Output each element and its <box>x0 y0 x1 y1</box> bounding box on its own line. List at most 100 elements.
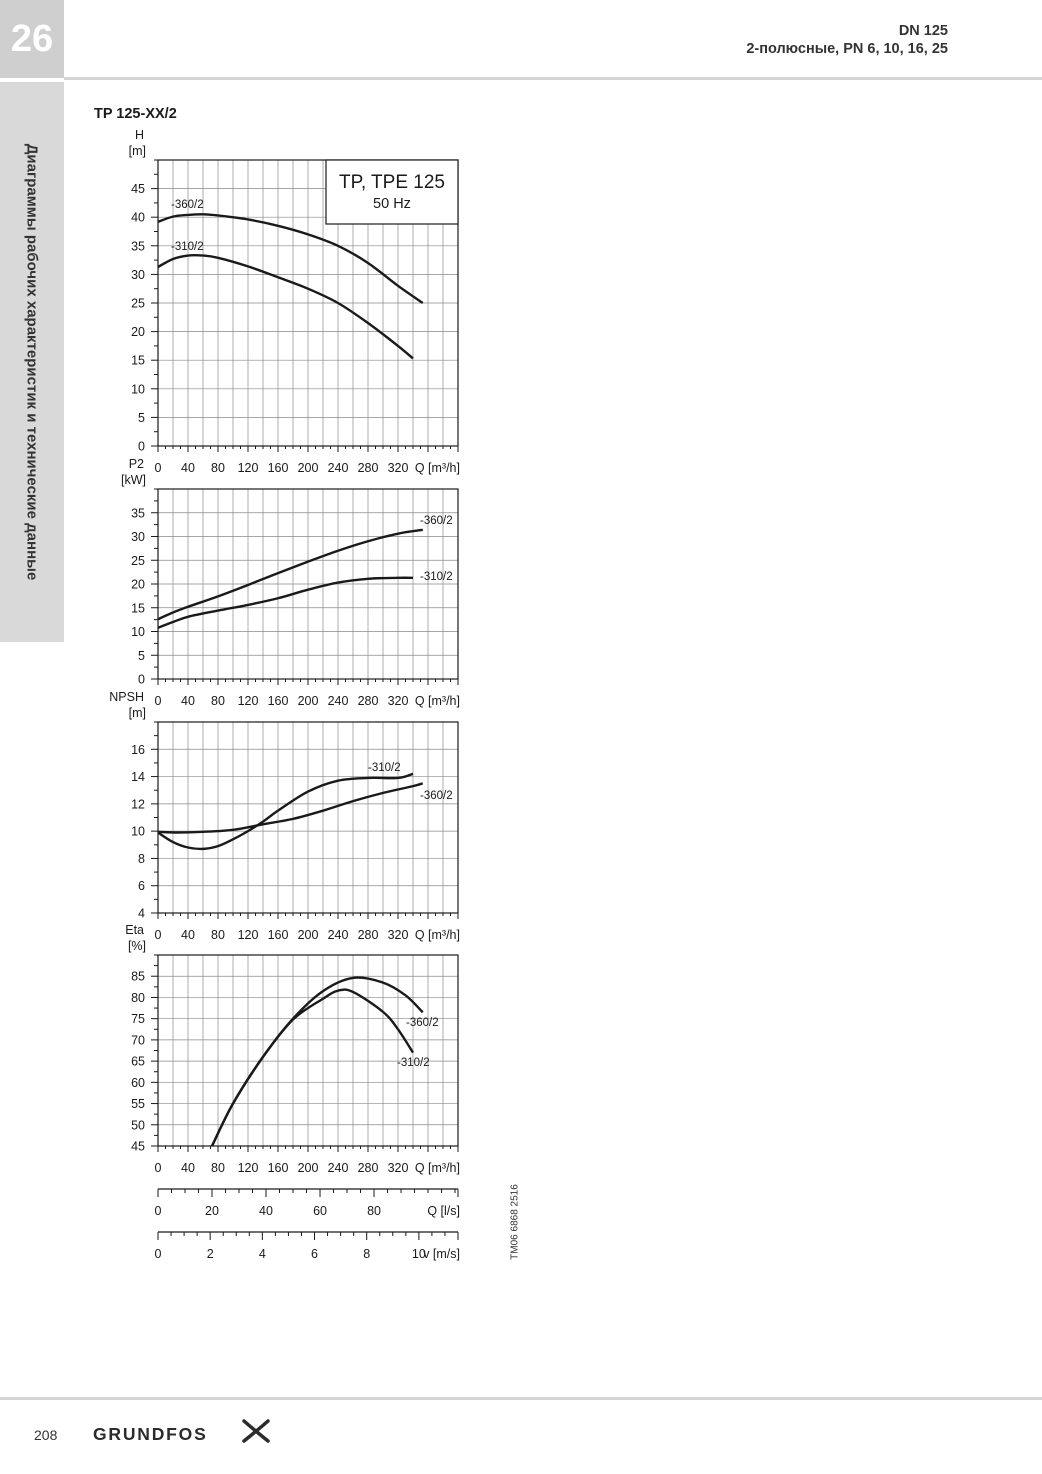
y-tick-label: 25 <box>131 297 145 311</box>
y-tick-label: 45 <box>131 182 145 196</box>
series-label: -310/2 <box>171 241 204 253</box>
x-tick-label: 40 <box>181 694 195 708</box>
y-tick-label: 50 <box>131 1118 145 1132</box>
secondary-tick-label: 8 <box>363 1247 370 1261</box>
y-axis-unit: [m] <box>129 706 146 720</box>
x-tick-label: 120 <box>238 461 259 475</box>
x-tick-label: 40 <box>181 928 195 942</box>
y-tick-label: 30 <box>131 530 145 544</box>
x-tick-label: 200 <box>298 694 319 708</box>
secondary-tick-label: 0 <box>155 1204 162 1218</box>
secondary-tick-label: 80 <box>367 1204 381 1218</box>
y-tick-label: 25 <box>131 554 145 568</box>
x-tick-label: 200 <box>298 1161 319 1175</box>
secondary-tick-label: 60 <box>313 1204 327 1218</box>
x-tick-label: 240 <box>328 461 349 475</box>
x-tick-label: 200 <box>298 928 319 942</box>
header-rule <box>64 77 1042 80</box>
y-axis-label: H <box>135 128 144 142</box>
footer-rule <box>0 1397 1042 1400</box>
page-number: 208 <box>34 1427 58 1443</box>
x-tick-label: 160 <box>268 694 289 708</box>
y-tick-label: 4 <box>138 907 145 921</box>
x-tick-label: 240 <box>328 928 349 942</box>
side-section-bar <box>0 82 64 642</box>
chart-panel-1: 0 5 10 15 20 25 30 35 40 45 0 40 80 120 160 200 240 280 32… <box>129 128 460 475</box>
series-line-3602 <box>157 213 424 304</box>
y-axis-unit: [%] <box>128 939 146 953</box>
y-tick-label: 5 <box>138 649 145 663</box>
secondary-tick-label: 6 <box>311 1247 318 1261</box>
drawing-code: TM06 6868 2516 <box>509 1184 521 1260</box>
chart-panel-2: 0 5 10 15 20 25 30 35 0 40 80 120 160 200 240 280 320 Q [… <box>121 457 460 708</box>
series-line-3102 <box>210 988 415 1147</box>
secondary-tick-label: 0 <box>155 1247 162 1261</box>
legend-title: TP, TPE 125 <box>339 172 445 193</box>
y-tick-label: 10 <box>131 382 145 396</box>
y-tick-label: 80 <box>131 991 145 1005</box>
y-tick-label: 85 <box>131 970 145 984</box>
y-axis-unit: [kW] <box>121 473 146 487</box>
y-tick-label: 16 <box>131 743 145 757</box>
legend-frame <box>325 159 459 225</box>
y-tick-label: 5 <box>138 411 145 425</box>
brand-logo: GRUNDFOS <box>93 1424 208 1444</box>
x-tick-label: 80 <box>211 1161 225 1175</box>
y-axis-unit: [m] <box>129 144 146 158</box>
series-label: -310/2 <box>420 571 453 583</box>
y-tick-label: 30 <box>131 268 145 282</box>
secondary-tick-label: 40 <box>259 1204 273 1218</box>
secondary-tick-label: 20 <box>205 1204 219 1218</box>
y-tick-label: 20 <box>131 325 145 339</box>
y-tick-label: 45 <box>131 1140 145 1154</box>
secondary-tick-label: 2 <box>207 1247 214 1261</box>
series-label: -360/2 <box>420 790 453 802</box>
chart-panel-4: 45 50 55 60 65 70 75 80 85 0 40 80 120 160 200 240 280 32… <box>125 923 460 1175</box>
y-tick-label: 65 <box>131 1055 145 1069</box>
x-axis-label: Q [m³/h] <box>415 928 460 942</box>
brand-x-icon <box>242 1419 270 1443</box>
series-label: -360/2 <box>171 199 204 211</box>
series-line-3602 <box>157 528 423 621</box>
section-number: 26 <box>10 17 54 60</box>
y-tick-label: 15 <box>131 354 145 368</box>
x-axis-label: Q [m³/h] <box>415 694 460 708</box>
y-tick-label: 8 <box>138 852 145 866</box>
x-tick-label: 80 <box>211 928 225 942</box>
legend-box: TP, TPE 125 50 Hz <box>325 159 459 225</box>
y-tick-label: 20 <box>131 578 145 592</box>
secondary-axis-label: Q [l/s] <box>427 1204 460 1218</box>
series-line-3102 <box>157 576 414 629</box>
x-tick-label: 40 <box>181 1161 195 1175</box>
x-tick-label: 240 <box>328 1161 349 1175</box>
x-tick-label: 280 <box>358 694 379 708</box>
x-tick-label: 320 <box>388 1161 409 1175</box>
y-tick-label: 70 <box>131 1033 145 1047</box>
x-tick-label: 160 <box>268 461 289 475</box>
x-tick-label: 0 <box>155 1161 162 1175</box>
x-tick-label: 0 <box>155 928 162 942</box>
x-tick-label: 80 <box>211 461 225 475</box>
series-label: -310/2 <box>397 1057 430 1069</box>
y-tick-label: 10 <box>131 625 145 639</box>
secondary-axis-2: 0 2 4 6 8 10v [m/s] <box>155 1231 460 1261</box>
header-subtitle: 2-полюсные, PN 6, 10, 16, 25 <box>746 41 948 57</box>
y-tick-label: 35 <box>131 239 145 253</box>
y-tick-label: 75 <box>131 1012 145 1026</box>
x-axis-label: Q [m³/h] <box>415 1161 460 1175</box>
figure-title: TP 125-XX/2 <box>94 106 177 122</box>
x-tick-label: 320 <box>388 461 409 475</box>
x-tick-label: 280 <box>358 1161 379 1175</box>
x-tick-label: 320 <box>388 694 409 708</box>
x-tick-label: 160 <box>268 928 289 942</box>
section-number-tab: 26 <box>0 0 64 78</box>
x-tick-label: 280 <box>358 928 379 942</box>
y-tick-label: 12 <box>131 797 145 811</box>
y-axis-label: NPSH <box>109 690 144 704</box>
x-tick-label: 120 <box>238 928 259 942</box>
y-tick-label: 35 <box>131 506 145 520</box>
series-line-3102 <box>157 253 414 360</box>
series-line-3102 <box>157 772 414 851</box>
